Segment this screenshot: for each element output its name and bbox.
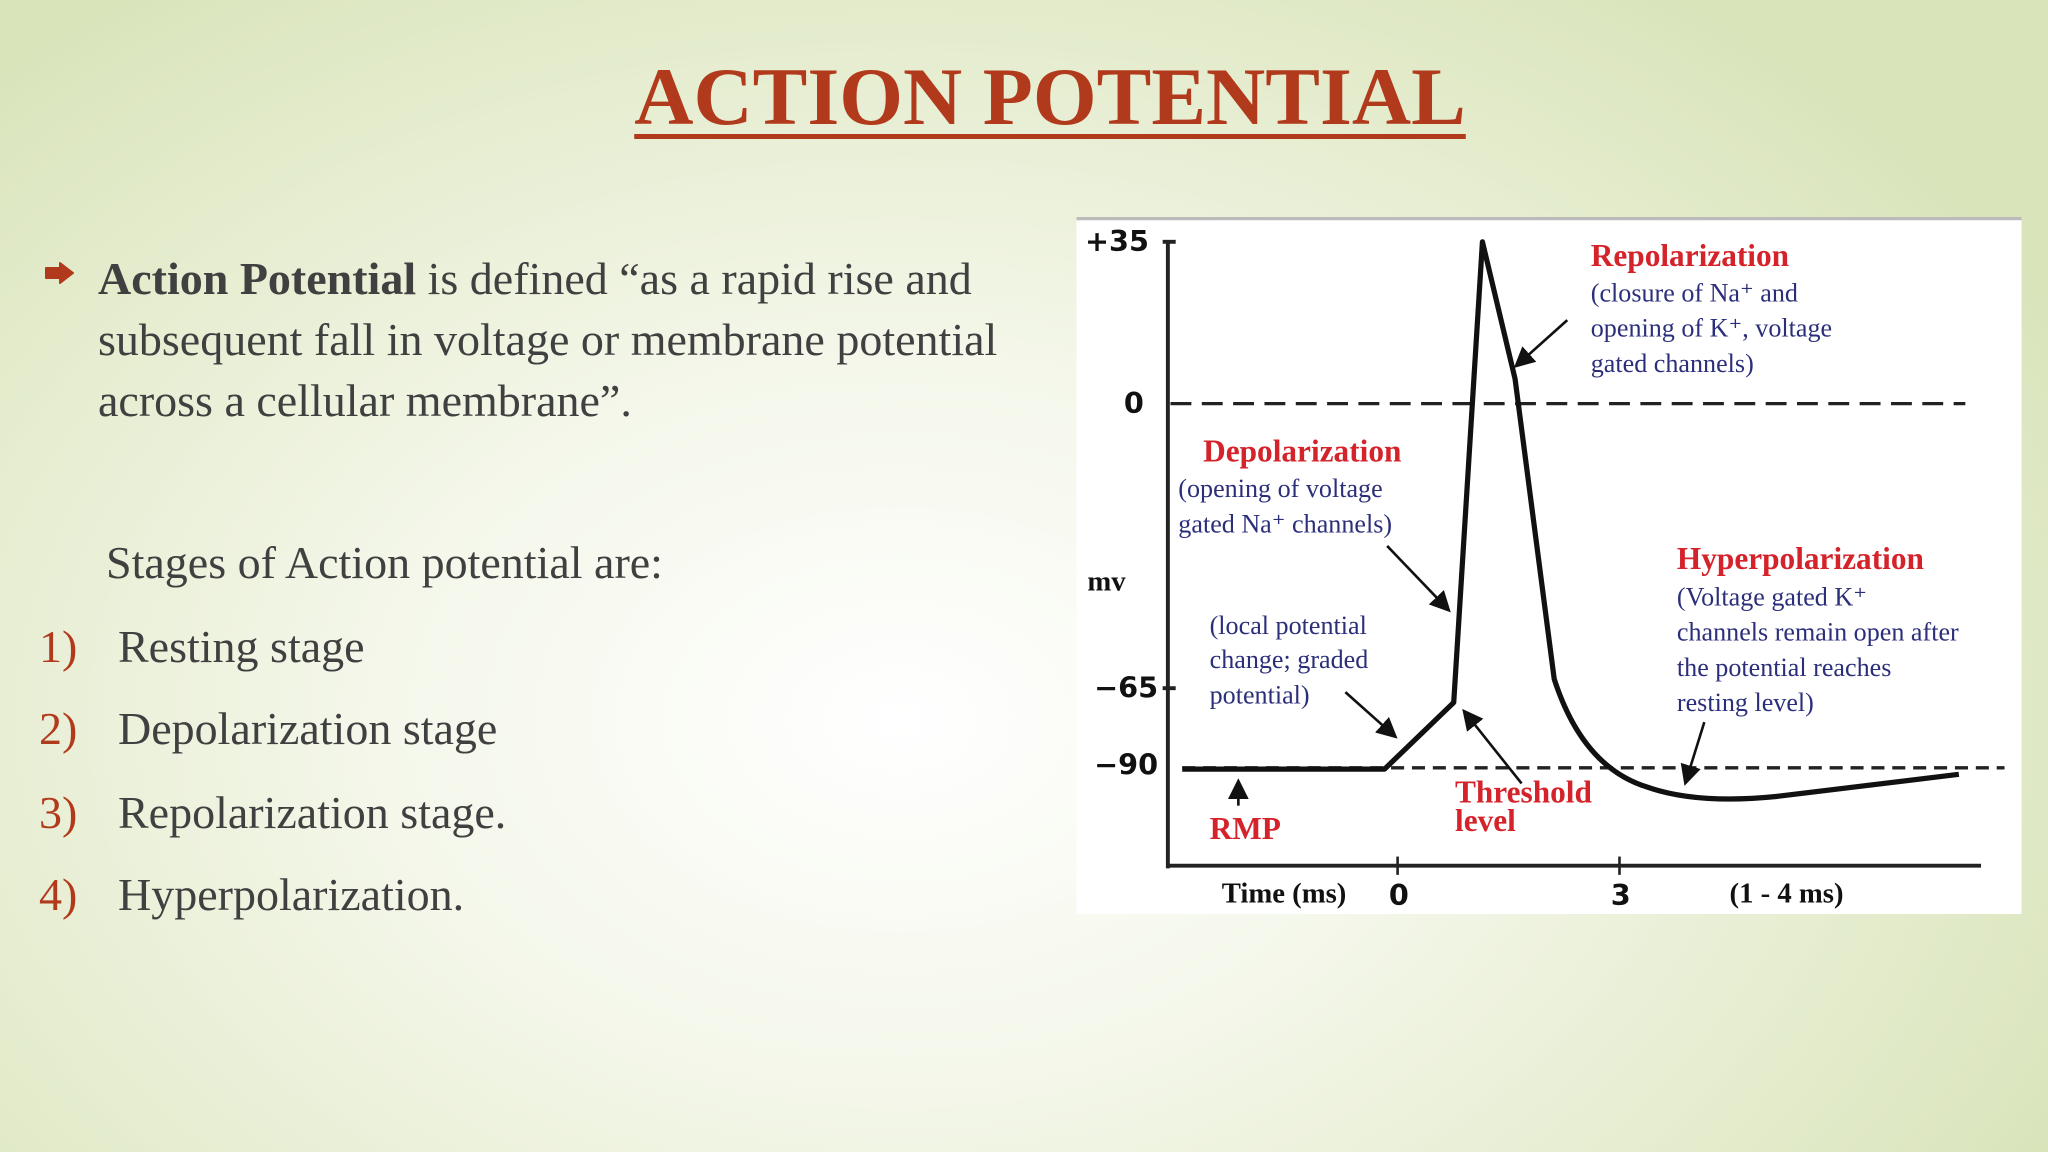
potential-curve: [1182, 239, 1960, 802]
stage-note: gated Na⁺ channels): [1178, 509, 1392, 538]
stage-number: 2): [39, 703, 78, 754]
definition-text: is defined “as a rapid rise and subseque…: [98, 253, 998, 426]
stage-title: Depolarization: [1203, 434, 1401, 469]
y-tick-label: 0: [1124, 386, 1144, 420]
y-tick-label: −90: [1094, 748, 1158, 782]
definition: Action Potential is defined “as a rapid …: [98, 248, 1008, 431]
arrow: [1462, 708, 1523, 785]
stages-heading: Stages of Action potential are:: [106, 537, 663, 588]
stage-note: change; graded: [1210, 645, 1369, 674]
bullet-icon: [45, 262, 74, 284]
stage-note: potential): [1210, 680, 1310, 709]
y-axis-label: mv: [1087, 565, 1126, 597]
stage-note: (opening of voltage: [1178, 474, 1382, 503]
stage-title: Hyperpolarization: [1677, 541, 1924, 576]
stage-note: (local potential: [1210, 611, 1367, 640]
stage-label: Resting stage: [118, 621, 365, 672]
arrow: [1344, 691, 1398, 739]
slide-title: ACTION POTENTIAL: [634, 51, 1466, 142]
x-axis-label: Time (ms): [1222, 877, 1347, 909]
stage-note: the potential reaches: [1677, 653, 1891, 682]
stage-note: (Voltage gated K⁺: [1677, 582, 1867, 611]
stage-note: channels remain open after: [1677, 618, 1959, 647]
stage-number: 4): [39, 869, 78, 920]
stage-title: Repolarization: [1591, 238, 1789, 273]
x-tick-label: 3: [1611, 878, 1631, 912]
stage-note: opening of K⁺, voltage: [1591, 314, 1832, 343]
y-tick-label: −65: [1094, 670, 1158, 704]
arrow: [1386, 545, 1451, 613]
stage-label: Hyperpolarization.: [118, 869, 465, 920]
stage-label: Repolarization stage.: [118, 787, 507, 838]
stage-note: gated channels): [1591, 349, 1754, 378]
threshold-label: Threshold: [1455, 774, 1592, 809]
stage-note: (closure of Na⁺ and: [1591, 278, 1798, 307]
x-note: (1 - 4 ms): [1730, 877, 1844, 909]
rmp-label: RMP: [1210, 811, 1281, 846]
stage-number: 3): [39, 787, 78, 838]
y-tick-label: +35: [1085, 224, 1149, 258]
arrow: [1680, 721, 1706, 786]
stage-item: 1) Resting stage: [39, 620, 365, 673]
term: Action Potential: [98, 253, 417, 304]
stage-item: 4) Hyperpolarization.: [39, 868, 464, 921]
action-potential-diagram: +35 0 −65 −90 mv Time (ms) 0 3 (1 - 4 ms…: [1076, 217, 2022, 914]
arrow: [1513, 319, 1569, 368]
stage-number: 1): [39, 621, 78, 672]
stage-label: Depolarization stage: [118, 703, 498, 754]
stage-item: 3) Repolarization stage.: [39, 786, 506, 839]
stage-item: 2) Depolarization stage: [39, 702, 497, 755]
threshold-label: level: [1455, 803, 1516, 838]
stage-note: resting level): [1677, 688, 1814, 717]
x-tick-label: 0: [1389, 878, 1409, 912]
